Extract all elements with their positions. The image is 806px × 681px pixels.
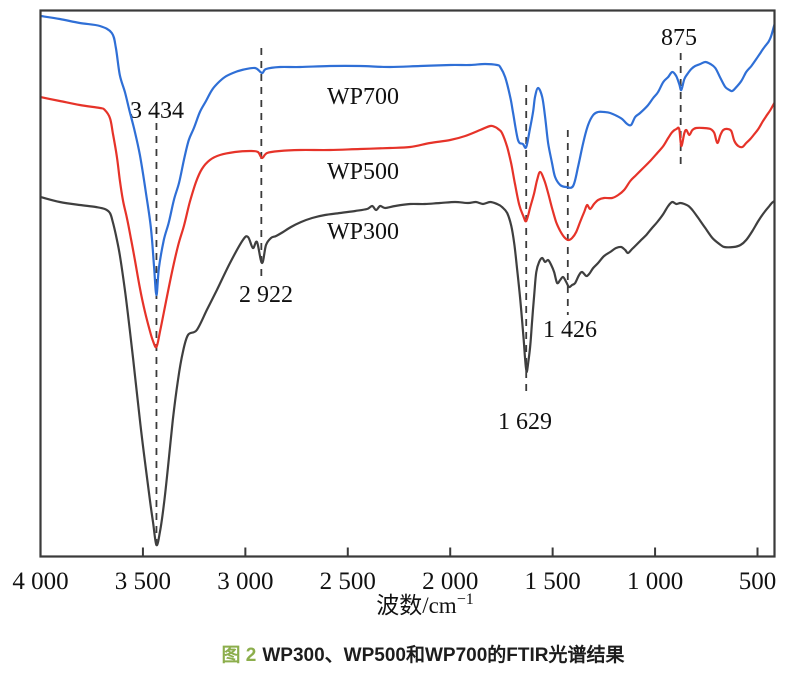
x-axis-title: 波数/cm−1 bbox=[376, 591, 474, 618]
spectrum-curve-wp300 bbox=[41, 196, 774, 547]
figure-number: 图 2 bbox=[221, 645, 257, 666]
peak-label-1426: 1 426 bbox=[543, 317, 597, 343]
x-tick-label-2500: 2 500 bbox=[320, 568, 376, 595]
x-tick-label-500: 500 bbox=[739, 568, 777, 595]
curves-group bbox=[41, 15, 774, 547]
x-tick-label-1500: 1 500 bbox=[525, 568, 581, 595]
x-tick-label-1000: 1 000 bbox=[627, 568, 683, 595]
figure-caption-text: WP300、WP500和WP700的FTIR光谱结果 bbox=[262, 645, 625, 666]
x-tick-label-3500: 3 500 bbox=[115, 568, 171, 595]
x-tick-label-4000: 4 000 bbox=[12, 568, 68, 595]
spectrum-curve-wp500 bbox=[41, 96, 774, 349]
figure-caption: 图 2 WP300、WP500和WP700的FTIR光谱结果 bbox=[20, 640, 806, 667]
peak-label-3434: 3 434 bbox=[130, 98, 184, 124]
x-tick-label-3000: 3 000 bbox=[217, 568, 273, 595]
ftir-chart: 3 434 2 922 1 629 1 426 875 WP700 WP500 WP300 4 … bbox=[12, 9, 777, 618]
peak-label-875: 875 bbox=[661, 25, 697, 51]
peak-label-1629: 1 629 bbox=[498, 409, 552, 435]
x-tick-label-2000: 2 000 bbox=[422, 568, 478, 595]
series-label-wp300: WP300 bbox=[327, 219, 399, 245]
plot-border bbox=[39, 9, 776, 558]
spectrum-curve-wp700 bbox=[41, 15, 774, 297]
peak-label-2922: 2 922 bbox=[239, 282, 293, 308]
series-label-wp700: WP700 bbox=[327, 84, 399, 110]
series-label-wp500: WP500 bbox=[327, 159, 399, 185]
